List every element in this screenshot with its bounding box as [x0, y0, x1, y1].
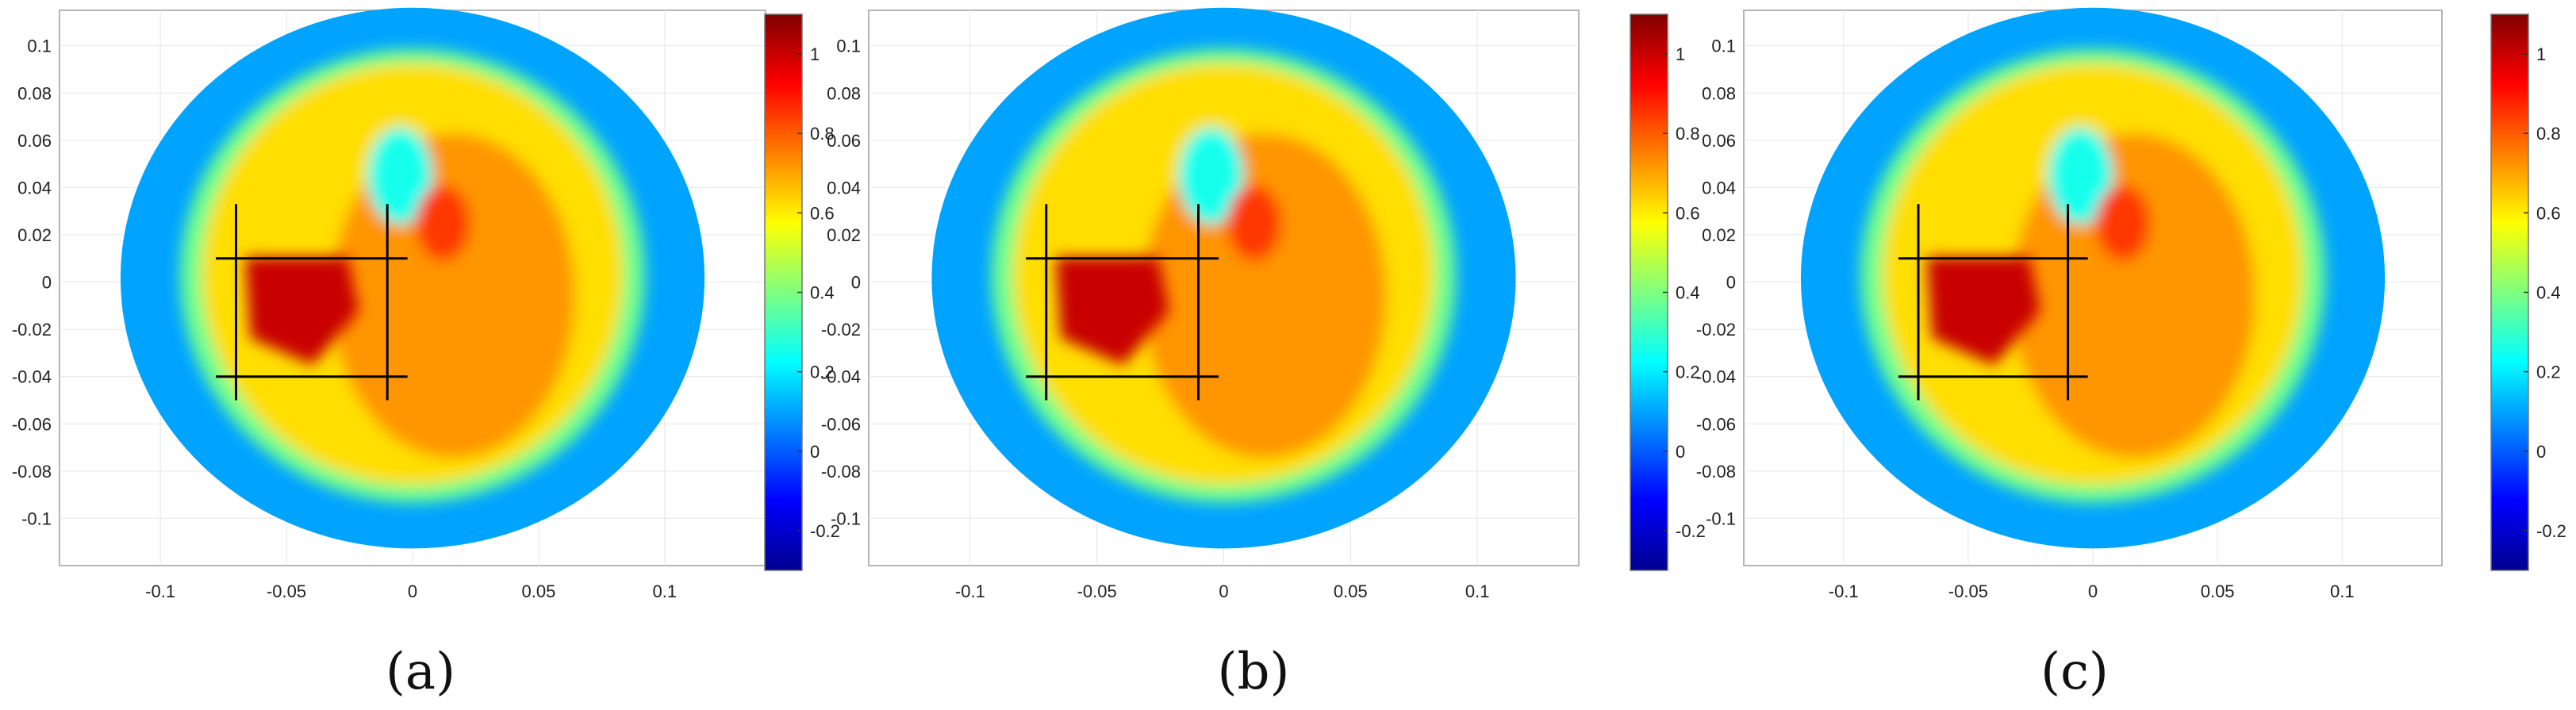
colorbar — [764, 13, 803, 571]
x-tick-label: -0.1 — [145, 581, 175, 601]
y-tick-label: 0.08 — [827, 83, 861, 103]
colorbar-tick-label: 0.8 — [810, 124, 835, 144]
y-tick-label: 0.1 — [27, 36, 52, 56]
warm-spot — [1227, 185, 1281, 261]
colorbar-tick-label: 0.4 — [2536, 283, 2561, 303]
y-tick-label: -0.06 — [821, 414, 861, 434]
colorbar-tick-label: 0 — [810, 442, 820, 462]
panel-label: (b) — [1218, 643, 1290, 701]
target-crosshair — [216, 204, 408, 401]
colorbar-tick-label: 0 — [2536, 442, 2546, 462]
x-tick-label: -0.05 — [1948, 581, 1988, 601]
y-tick-label: -0.04 — [821, 367, 861, 387]
warm-spot — [2095, 185, 2150, 261]
cool-spot — [367, 127, 433, 225]
y-tick-label: -0.04 — [12, 367, 52, 387]
colorbar-tick-label: 0.4 — [1676, 283, 1700, 303]
x-tick-label: 0.05 — [522, 581, 556, 601]
x-tick-label: 0.1 — [653, 581, 678, 601]
x-tick-label: -0.05 — [1077, 581, 1117, 601]
y-tick-label: -0.08 — [821, 462, 861, 482]
colorbar-tick-label: -0.2 — [810, 521, 840, 541]
colorbar-tick-label: 1 — [2536, 44, 2546, 64]
y-tick-label: 0.06 — [1702, 131, 1736, 151]
colorbar-tick-label: 0.8 — [1676, 124, 1700, 144]
x-tick-label: -0.1 — [955, 581, 985, 601]
panel-3: 0.1 0.08 0.06 0.04 0.02 0 -0.02 -0.04 -0.06 -0.08… — [1696, 7, 2566, 701]
colorbar-tick-label: 1 — [1676, 44, 1685, 64]
colorbar — [2490, 13, 2529, 571]
colorbar-tick-label: 0.2 — [1676, 363, 1700, 382]
colorbar-tick-label: 0.4 — [810, 283, 835, 303]
y-tick-label: -0.06 — [1696, 414, 1736, 434]
y-tick-label: 0 — [42, 273, 52, 293]
y-tick-label: -0.08 — [1696, 462, 1736, 482]
colorbar-tick-label: 0.2 — [810, 363, 835, 382]
target-crosshair — [1026, 204, 1219, 401]
y-tick-label: -0.06 — [12, 414, 52, 434]
x-tick-label: 0 — [1219, 581, 1228, 601]
y-tick-label: -0.08 — [12, 462, 52, 482]
colorbar-tick-label: 0.6 — [2536, 203, 2561, 223]
reconstruction-field — [1800, 7, 2386, 549]
target-crosshair — [1898, 204, 2088, 401]
y-tick-label: 0.08 — [1702, 83, 1736, 103]
x-tick-label: 0 — [408, 581, 417, 601]
tissue-blobs — [179, 48, 646, 503]
y-tick-label: 0.06 — [17, 131, 52, 151]
colorbar-tick-label: 0.6 — [810, 203, 835, 223]
colorbar — [1630, 13, 1668, 571]
y-tick-label: 0 — [851, 273, 861, 293]
y-tick-label: -0.02 — [1696, 320, 1736, 340]
panel-1: 0.1 0.08 0.06 0.04 0.02 0 -0.02 -0.04 -0.06 -0.08… — [12, 7, 840, 701]
inclusion-region — [1055, 256, 1169, 366]
y-tick-label: 0.08 — [17, 83, 52, 103]
panel-label: (a) — [386, 643, 455, 701]
colorbar-tick-label: 0.6 — [1676, 203, 1700, 223]
y-tick-label: 0.04 — [827, 178, 861, 198]
reconstruction-field — [120, 7, 705, 549]
x-tick-label: 0.1 — [2330, 581, 2355, 601]
x-tick-label: 0.05 — [2201, 581, 2235, 601]
cool-spot — [2048, 127, 2113, 225]
inclusion-region — [244, 256, 359, 366]
y-tick-label: -0.02 — [821, 320, 861, 340]
y-tick-label: 0.06 — [827, 131, 861, 151]
x-tick-label: -0.05 — [267, 581, 306, 601]
x-tick-label: 0 — [2088, 581, 2098, 601]
colorbar-tick-label: 0.8 — [2536, 124, 2561, 144]
panel-2: 0.1 0.08 0.06 0.04 0.02 0 -0.02 -0.04 -0.06 -0.08… — [821, 7, 1706, 701]
x-tick-label: 0.05 — [1334, 581, 1368, 601]
warm-spot — [416, 185, 470, 261]
y-tick-label: -0.02 — [12, 320, 52, 340]
y-tick-label: -0.04 — [1696, 367, 1736, 387]
y-tick-label: 0.04 — [17, 178, 52, 198]
y-tick-label: 0.1 — [1711, 36, 1736, 56]
y-tick-label: 0 — [1726, 273, 1736, 293]
y-tick-label: 0.04 — [1702, 178, 1736, 198]
colorbar-tick-label: -0.2 — [1676, 521, 1706, 541]
y-tick-label: -0.1 — [21, 509, 52, 528]
inclusion-region — [1926, 256, 2040, 366]
x-tick-label: -0.1 — [1829, 581, 1859, 601]
y-tick-label: 0.02 — [1702, 225, 1736, 245]
cool-spot — [1178, 127, 1244, 225]
colorbar-tick-label: 0.2 — [2536, 363, 2561, 382]
y-tick-label: -0.1 — [1706, 509, 1736, 528]
y-tick-label: 0.1 — [836, 36, 861, 56]
panel-label: (c) — [2040, 643, 2109, 701]
colorbar-tick-label: -0.2 — [2536, 521, 2566, 541]
y-tick-label: 0.02 — [17, 225, 52, 245]
y-tick-label: -0.1 — [831, 509, 861, 528]
colorbar-tick-label: 0 — [1676, 442, 1685, 462]
reconstruction-field — [931, 7, 1516, 549]
x-tick-label: 0.1 — [1465, 581, 1490, 601]
y-tick-label: 0.02 — [827, 225, 861, 245]
colorbar-tick-label: 1 — [810, 44, 820, 64]
